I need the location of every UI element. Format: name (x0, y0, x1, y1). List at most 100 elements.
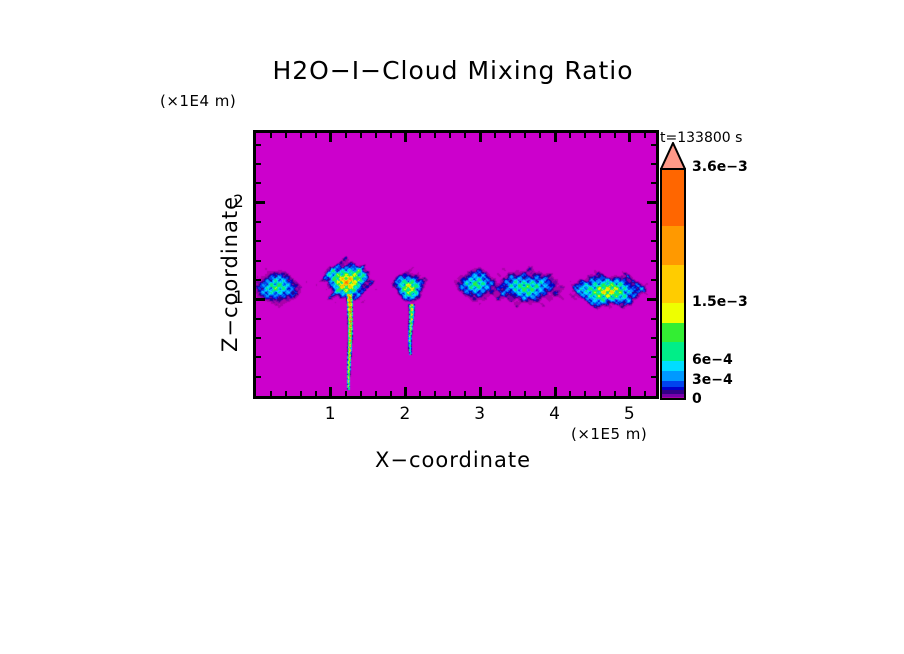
axis-tick (651, 336, 656, 339)
x-tick-label: 4 (549, 404, 560, 424)
axis-tick (329, 387, 333, 396)
axis-tick (598, 133, 601, 138)
axis-tick (434, 391, 437, 396)
colorbar[interactable] (660, 142, 686, 400)
axis-tick (374, 391, 377, 396)
colorbar-tick-label: 6e−4 (692, 352, 733, 369)
axis-tick (256, 336, 261, 339)
axis-tick (284, 391, 287, 396)
axis-tick (651, 220, 656, 223)
axis-tick (651, 317, 656, 320)
axis-tick (256, 240, 261, 243)
colorbar-segment (660, 226, 686, 265)
time-label: t=133800 s (660, 130, 743, 146)
x-tick-label: 5 (623, 404, 635, 424)
axis-tick (643, 391, 646, 396)
axis-tick (583, 133, 586, 138)
axis-tick (628, 387, 632, 396)
axis-tick (256, 297, 265, 301)
x-tick-label: 2 (399, 404, 411, 424)
axis-tick (651, 162, 656, 165)
x-axis-unit-label: (×1E5 m) (571, 425, 648, 443)
colorbar-edge (660, 168, 686, 170)
axis-tick (389, 133, 392, 138)
axis-tick (256, 259, 261, 262)
axis-tick (651, 375, 656, 378)
axis-tick (651, 143, 656, 146)
axis-tick (628, 133, 632, 142)
axis-tick (314, 133, 317, 138)
colorbar-tick-label: 0 (692, 391, 702, 407)
axis-tick (434, 133, 437, 138)
axis-tick (256, 201, 265, 205)
axis-tick (344, 391, 347, 396)
colorbar-segment (660, 380, 686, 388)
contour-field-canvas (256, 133, 656, 396)
x-tick-label: 1 (324, 404, 336, 424)
axis-tick (284, 133, 287, 138)
colorbar-segment (660, 264, 686, 304)
axis-tick (524, 133, 527, 138)
colorbar-segment (660, 361, 686, 371)
axis-tick (651, 356, 656, 359)
axis-tick (509, 391, 512, 396)
axis-tick (389, 391, 392, 396)
y-tick-label: 1 (233, 288, 244, 309)
contour-plot-area[interactable] (253, 130, 659, 399)
axis-tick (269, 133, 272, 138)
axis-tick (359, 391, 362, 396)
axis-tick (464, 391, 467, 396)
axis-tick (419, 133, 422, 138)
axis-tick (651, 259, 656, 262)
axis-tick (643, 133, 646, 138)
axis-tick (539, 391, 542, 396)
colorbar-segment (660, 168, 686, 226)
axis-tick (256, 375, 261, 378)
colorbar-segment (660, 390, 686, 394)
axis-tick (329, 133, 333, 142)
axis-tick (449, 391, 452, 396)
axis-tick (553, 133, 557, 142)
axis-tick (404, 133, 408, 142)
axis-tick (647, 297, 656, 301)
axis-tick (299, 133, 302, 138)
axis-tick (647, 201, 656, 205)
colorbar-tick-label: 3e−4 (692, 371, 733, 388)
axis-tick (256, 162, 261, 165)
y-tick-label: 2 (233, 191, 244, 212)
axis-tick (344, 133, 347, 138)
axis-tick (524, 391, 527, 396)
axis-tick (464, 133, 467, 138)
axis-tick (613, 391, 616, 396)
axis-tick (569, 133, 572, 138)
axis-tick (256, 220, 261, 223)
axis-tick (449, 133, 452, 138)
colorbar-segment (660, 387, 686, 391)
page-title: H2O−I−Cloud Mixing Ratio (272, 56, 634, 85)
axis-tick (539, 133, 542, 138)
axis-tick (569, 391, 572, 396)
axis-tick (299, 391, 302, 396)
axis-tick (419, 391, 422, 396)
colorbar-extend-arrow-icon (660, 142, 686, 170)
colorbar-tick-label: 3.6e−3 (692, 159, 748, 175)
axis-tick (651, 278, 656, 281)
axis-tick (256, 317, 261, 320)
axis-tick (269, 391, 272, 396)
colorbar-segment (660, 342, 686, 362)
axis-tick (553, 387, 557, 396)
colorbar-tick-label: 1.5e−3 (692, 294, 748, 311)
axis-tick (478, 133, 482, 142)
axis-tick (583, 391, 586, 396)
axis-tick (509, 133, 512, 138)
axis-tick (651, 240, 656, 243)
axis-tick (256, 182, 261, 185)
axis-tick (374, 133, 377, 138)
colorbar-segment (660, 322, 686, 342)
x-tick-label: 3 (474, 404, 486, 424)
colorbar-segment (660, 371, 686, 381)
axis-tick (359, 133, 362, 138)
axis-tick (613, 133, 616, 138)
axis-tick (651, 182, 656, 185)
axis-tick (256, 278, 261, 281)
